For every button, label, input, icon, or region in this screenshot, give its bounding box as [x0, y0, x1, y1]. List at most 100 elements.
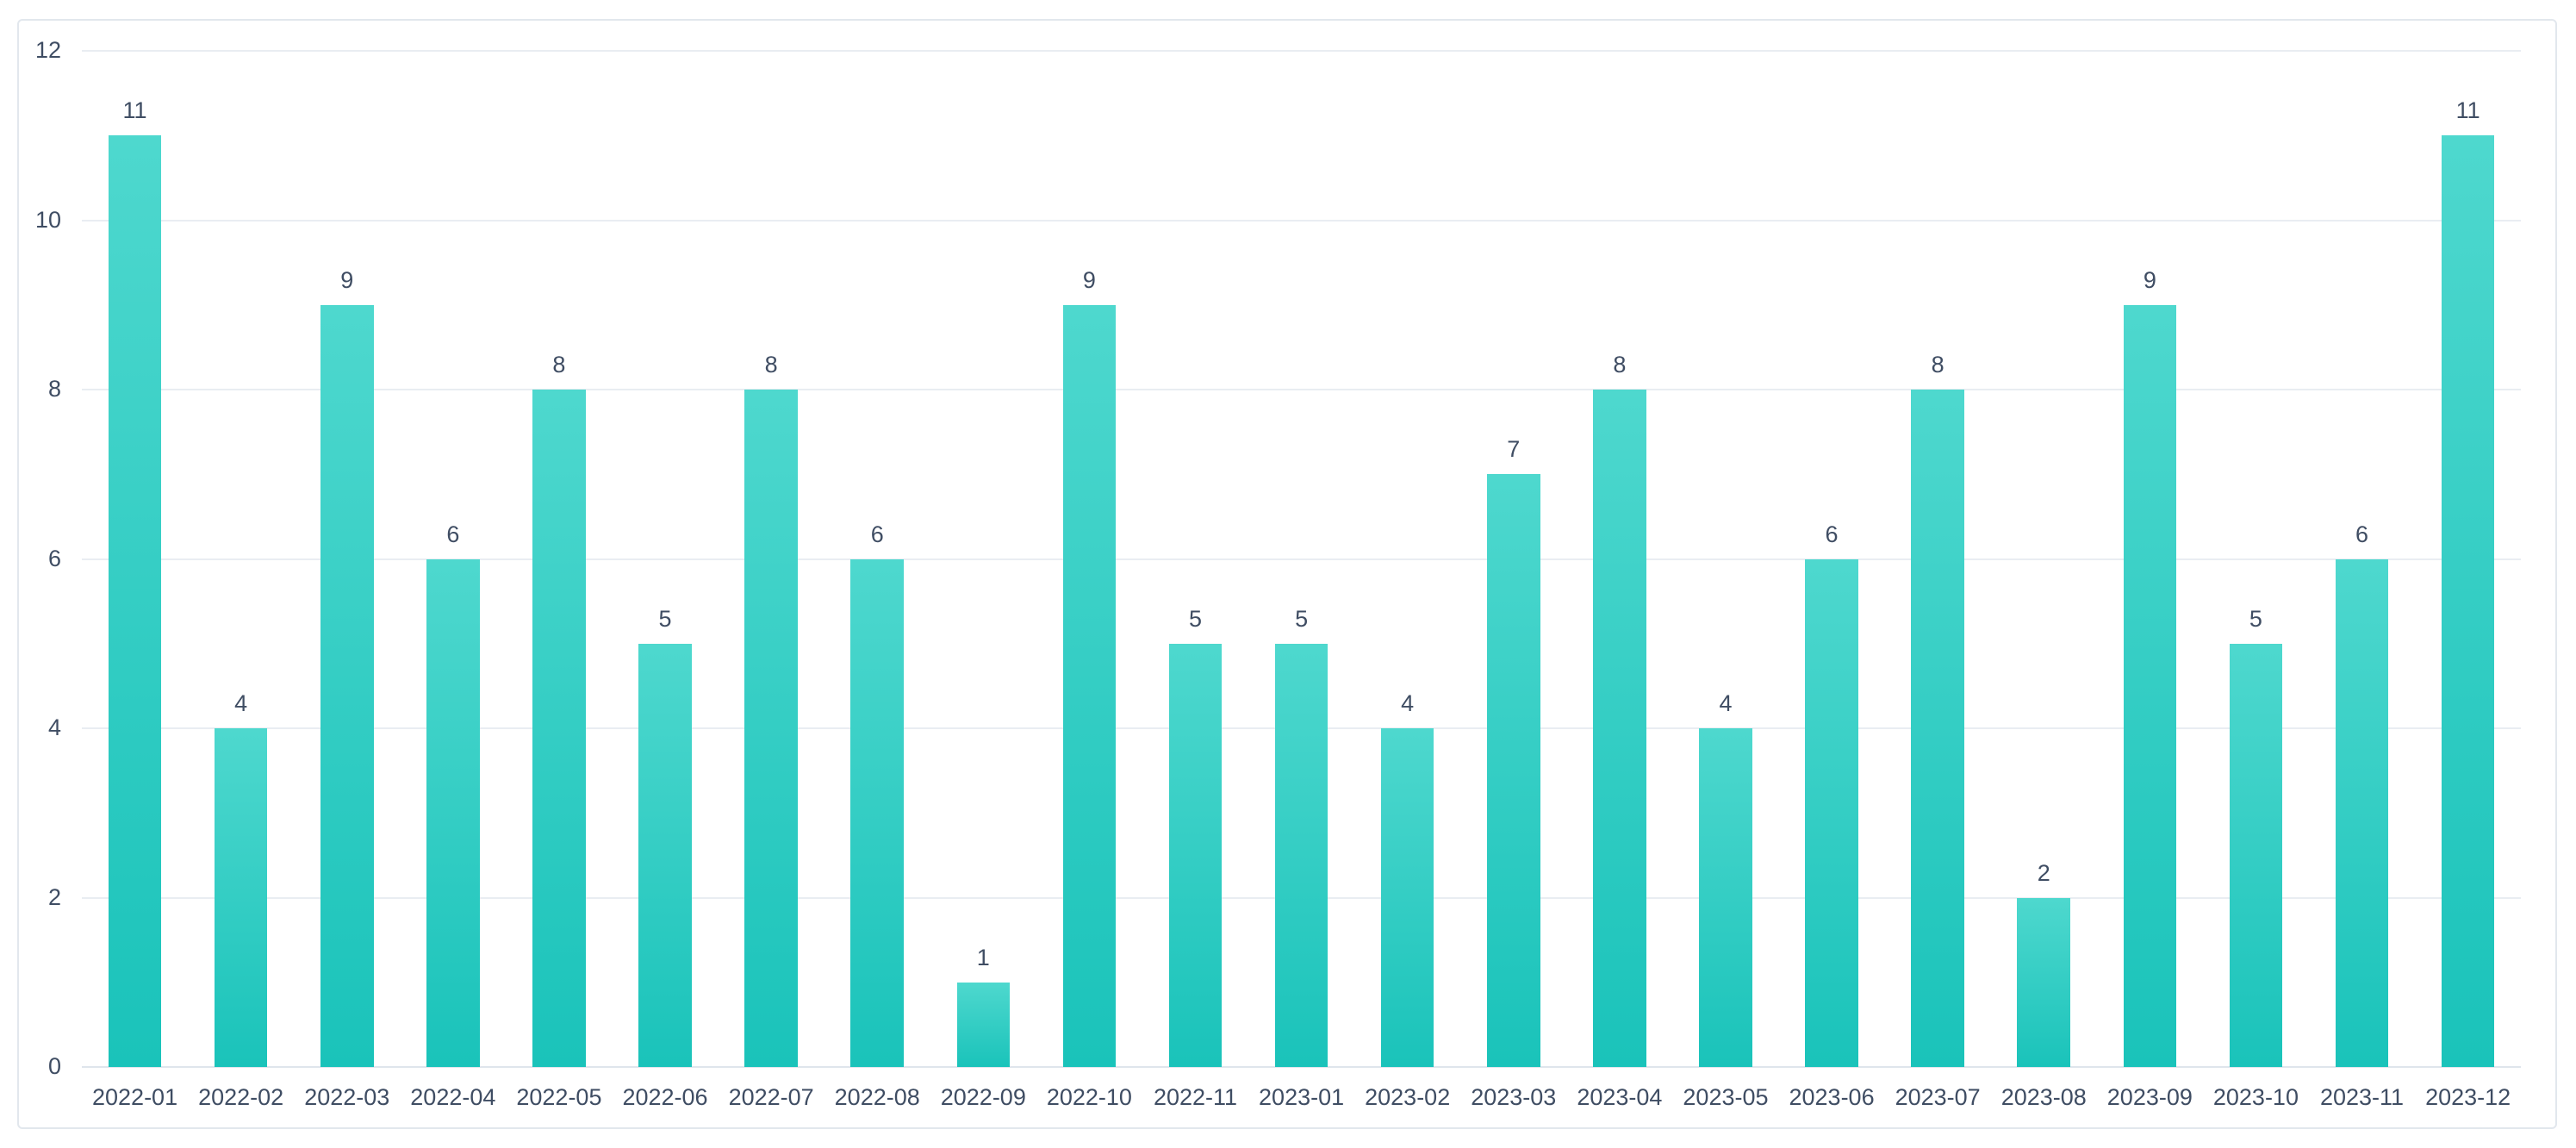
bar-2022-02[interactable] — [214, 728, 268, 1067]
x-tick-label-2023-03: 2023-03 — [1471, 1084, 1557, 1110]
x-tick-label-2023-01: 2023-01 — [1259, 1084, 1345, 1110]
bar-2023-06[interactable] — [1805, 558, 1858, 1067]
bar-value-label-2023-01: 5 — [1295, 605, 1309, 632]
x-tick-label-2022-09: 2022-09 — [940, 1084, 1026, 1110]
bar-2023-10[interactable] — [2229, 643, 2283, 1067]
gridline-y-8 — [82, 389, 2521, 390]
x-tick-label-2023-08: 2023-08 — [2000, 1084, 2087, 1110]
bar-slot-2022-04: 6 — [400, 51, 506, 1067]
bar-value-label-2023-12: 11 — [2455, 97, 2480, 124]
bar-2023-09[interactable] — [2123, 304, 2177, 1067]
bar-value-label-2023-07: 8 — [1931, 352, 1944, 378]
bar-2023-01[interactable] — [1274, 643, 1328, 1067]
bar-2022-11[interactable] — [1168, 643, 1223, 1067]
bar-slot-2023-01: 5 — [1248, 51, 1354, 1067]
bar-value-label-2022-07: 8 — [764, 352, 778, 378]
x-tick-label-2022-10: 2022-10 — [1046, 1084, 1132, 1110]
bar-slot-2023-06: 6 — [1779, 51, 1885, 1067]
bar-value-label-2022-03: 9 — [340, 266, 354, 293]
bar-slot-2023-09: 9 — [2097, 51, 2203, 1067]
x-tick-label-2022-06: 2022-06 — [622, 1084, 708, 1110]
x-tick-label-2023-02: 2023-02 — [1365, 1084, 1451, 1110]
y-tick-label-2: 2 — [47, 883, 61, 910]
bar-slot-2022-01: 11 — [82, 51, 188, 1067]
x-tick-label-2023-12: 2023-12 — [2425, 1084, 2511, 1110]
bar-2022-09[interactable] — [956, 982, 1011, 1067]
bar-2023-05[interactable] — [1699, 728, 1752, 1067]
bar-2023-03[interactable] — [1486, 474, 1540, 1067]
bar-slot-2022-03: 9 — [294, 51, 400, 1067]
bar-slot-2022-09: 1 — [930, 51, 1036, 1067]
bar-value-label-2023-09: 9 — [2143, 266, 2156, 293]
bar-slot-2023-08: 2 — [1991, 51, 2097, 1067]
bar-2023-08[interactable] — [2017, 897, 2070, 1067]
x-tick-label-2022-11: 2022-11 — [1153, 1084, 1238, 1110]
bar-value-label-2022-09: 1 — [976, 944, 990, 970]
bar-value-label-2023-04: 8 — [1613, 352, 1627, 378]
bar-value-label-2023-05: 4 — [1719, 690, 1733, 717]
x-tick-label-2022-03: 2022-03 — [304, 1084, 390, 1110]
bar-slot-2023-12: 11 — [2415, 51, 2521, 1067]
x-tick-label-2023-10: 2023-10 — [2212, 1084, 2299, 1110]
bar-slot-2023-03: 7 — [1460, 51, 1566, 1067]
bar-value-label-2023-03: 7 — [1507, 436, 1521, 463]
bar-value-label-2023-11: 6 — [2355, 521, 2369, 547]
bar-slot-2022-02: 4 — [188, 51, 294, 1067]
x-tick-label-2023-05: 2023-05 — [1683, 1084, 1769, 1110]
y-tick-label-4: 4 — [47, 714, 61, 740]
bar-value-label-2022-08: 6 — [870, 521, 884, 547]
bar-value-label-2022-01: 11 — [122, 97, 147, 124]
x-tick-label-2022-04: 2022-04 — [410, 1084, 496, 1110]
y-tick-label-8: 8 — [47, 376, 61, 402]
bar-value-label-2023-10: 5 — [2249, 605, 2262, 632]
x-tick-label-2023-07: 2023-07 — [1895, 1084, 1981, 1110]
bar-slot-2022-08: 6 — [824, 51, 930, 1067]
bar-value-label-2023-08: 2 — [2037, 859, 2050, 886]
bar-2022-04[interactable] — [426, 558, 480, 1067]
y-tick-label-6: 6 — [47, 545, 61, 571]
x-tick-label-2023-04: 2023-04 — [1577, 1084, 1663, 1110]
x-tick-label-2022-07: 2022-07 — [728, 1084, 814, 1110]
bar-2023-02[interactable] — [1380, 728, 1434, 1067]
bar-value-label-2022-02: 4 — [234, 690, 248, 717]
gridline-y-0 — [82, 1066, 2521, 1068]
x-tick-label-2023-06: 2023-06 — [1789, 1084, 1875, 1110]
bar-value-label-2022-06: 5 — [658, 605, 672, 632]
gridline-y-12 — [82, 50, 2521, 52]
x-tick-label-2022-08: 2022-08 — [834, 1084, 920, 1110]
bar-slot-2023-05: 4 — [1672, 51, 1778, 1067]
bar-slot-2023-11: 6 — [2309, 51, 2415, 1067]
bar-2022-07[interactable] — [744, 390, 798, 1067]
bar-2023-12[interactable] — [2441, 135, 2495, 1067]
y-tick-label-0: 0 — [47, 1053, 61, 1079]
bar-slot-2022-07: 8 — [719, 51, 824, 1067]
bar-value-label-2023-06: 6 — [1825, 521, 1839, 547]
x-tick-label-2022-05: 2022-05 — [516, 1084, 602, 1110]
x-tick-label-2023-09: 2023-09 — [2106, 1084, 2193, 1110]
bar-2022-08[interactable] — [850, 558, 904, 1067]
bar-slot-2022-11: 5 — [1142, 51, 1248, 1067]
bar-2022-05[interactable] — [532, 390, 586, 1067]
bar-slot-2023-07: 8 — [1885, 51, 1991, 1067]
bar-value-label-2022-04: 6 — [446, 521, 460, 547]
bar-slot-2023-02: 4 — [1354, 51, 1460, 1067]
bar-slot-2022-05: 8 — [506, 51, 612, 1067]
bar-slot-2023-04: 8 — [1566, 51, 1672, 1067]
x-tick-label-2022-02: 2022-02 — [198, 1084, 284, 1110]
bar-slot-2023-10: 5 — [2203, 51, 2309, 1067]
gridline-y-6 — [82, 558, 2521, 560]
bar-2022-01[interactable] — [108, 135, 162, 1067]
bar-slot-2022-10: 9 — [1036, 51, 1142, 1067]
bar-value-label-2022-11: 5 — [1188, 605, 1202, 632]
gridline-y-10 — [82, 219, 2521, 221]
y-tick-label-10: 10 — [34, 206, 61, 233]
chart-card: 0 2 4 6 8 10 12 11 4 9 6 8 5 8 6 1 9 5 5 4 7 8 4 6 8 2 9 5 6 11 2022… — [17, 19, 2557, 1129]
bars-layer: 11 4 9 6 8 5 8 6 1 9 5 5 4 7 8 4 6 8 2 9 5 6 11 — [82, 51, 2521, 1067]
x-axis-labels: 2022-01 2022-02 2022-03 2022-04 2022-05 2022-… — [82, 1082, 2521, 1112]
bar-2023-11[interactable] — [2335, 558, 2389, 1067]
bar-2022-10[interactable] — [1062, 304, 1117, 1067]
bar-2022-06[interactable] — [638, 643, 692, 1067]
bar-2023-04[interactable] — [1593, 390, 1646, 1067]
bar-2022-03[interactable] — [320, 304, 374, 1067]
bar-2023-07[interactable] — [1911, 390, 1964, 1067]
